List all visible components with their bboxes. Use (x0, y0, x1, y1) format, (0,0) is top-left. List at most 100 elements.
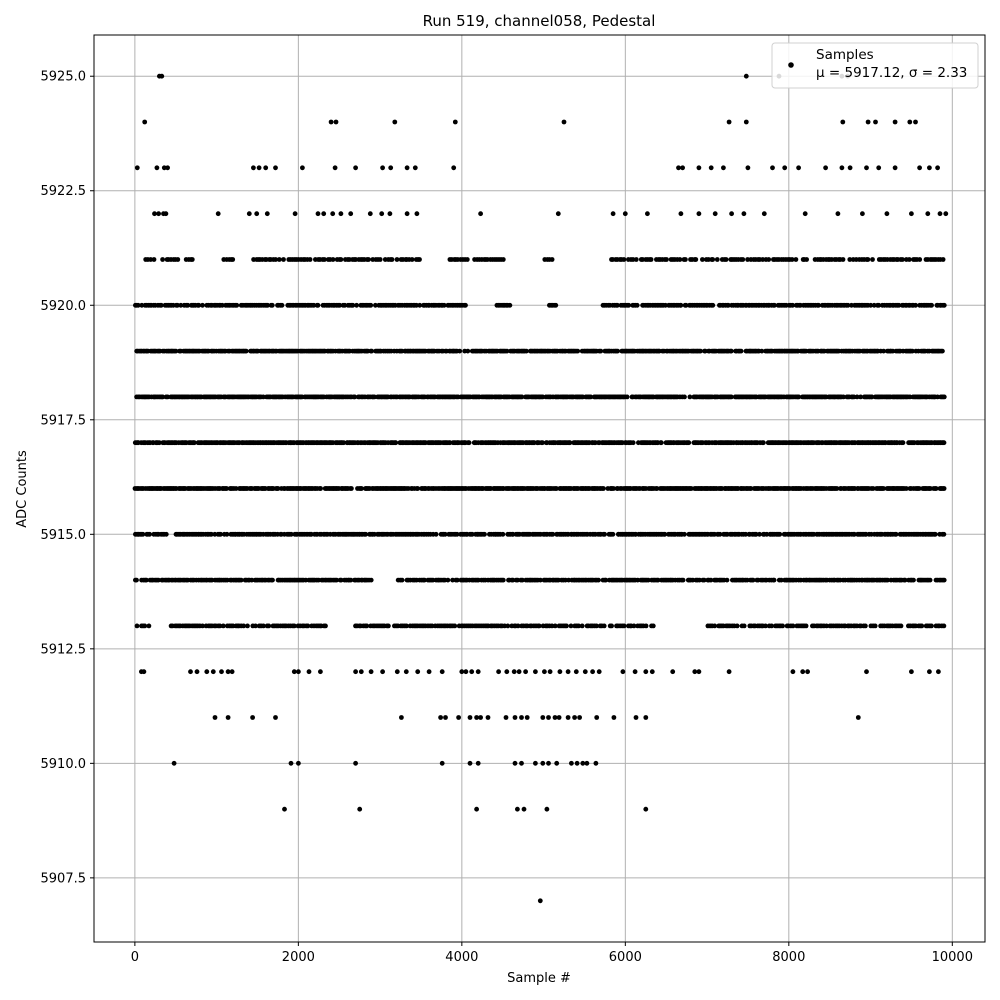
sample-point (160, 394, 166, 400)
sample-point (338, 257, 344, 262)
sample-point (678, 302, 684, 308)
sample-point (282, 806, 287, 812)
sample-point (712, 211, 718, 217)
sample-point (769, 623, 774, 629)
sample-point (568, 623, 574, 629)
sample-point (288, 760, 294, 766)
sample-point (941, 486, 947, 491)
sample-point (194, 669, 200, 675)
sample-point (621, 623, 627, 629)
sample-point (706, 257, 711, 262)
sample-point (318, 486, 323, 491)
sample-point (790, 302, 795, 308)
sample-point (723, 257, 729, 262)
sample-point (511, 669, 517, 675)
sample-point (188, 669, 193, 675)
sample-point (802, 211, 808, 217)
sample-point (504, 669, 510, 675)
sample-point (590, 669, 595, 675)
sample-point (368, 669, 374, 675)
sample-point (485, 715, 491, 720)
sample-point (510, 577, 516, 583)
sample-point (134, 165, 140, 171)
sample-point (919, 623, 925, 629)
sample-point (547, 669, 553, 675)
sample-point (372, 394, 377, 400)
sample-point (451, 165, 457, 171)
sample-point (847, 257, 853, 262)
sample-point (712, 623, 718, 629)
sample-point (218, 531, 224, 537)
sample-point (728, 394, 734, 400)
legend-box (771, 42, 979, 89)
sample-point (884, 211, 890, 217)
sample-point (870, 486, 876, 491)
sample-point (463, 669, 469, 675)
sample-point (540, 760, 546, 766)
sample-point (841, 394, 846, 400)
y-tick-label: 5920.0 (41, 299, 87, 314)
sample-point (676, 165, 681, 171)
sample-point (296, 669, 301, 675)
sample-point (245, 623, 250, 629)
sample-point (273, 715, 278, 720)
sample-point (935, 165, 940, 171)
sample-point (354, 302, 359, 308)
sample-point (229, 669, 235, 675)
sample-point (553, 302, 559, 308)
sample-point (573, 669, 579, 675)
sample-point (260, 394, 266, 400)
sample-point (357, 806, 363, 812)
sample-point (439, 760, 445, 766)
sample-point (142, 623, 148, 629)
sample-point (741, 623, 747, 629)
sample-point (687, 394, 693, 400)
sample-point (902, 577, 908, 583)
sample-point (380, 165, 385, 171)
sample-point (678, 211, 684, 217)
sample-point (273, 165, 278, 171)
sample-point (249, 577, 255, 583)
sample-point (634, 302, 640, 308)
sample-point (200, 623, 205, 629)
sample-point (772, 302, 777, 308)
sample-point (561, 119, 567, 125)
sample-point (643, 806, 649, 812)
sample-point (778, 577, 784, 583)
sample-point (148, 257, 154, 262)
sample-point (721, 165, 726, 171)
sample-point (504, 348, 510, 354)
sample-point (840, 119, 846, 125)
sample-point (863, 623, 868, 629)
sample-point (399, 577, 405, 583)
sample-point (465, 348, 471, 354)
sample-point (140, 531, 146, 537)
sample-point (538, 577, 543, 583)
sample-point (469, 531, 475, 537)
sample-point (603, 577, 609, 583)
sample-point (552, 715, 558, 720)
sample-point (917, 257, 923, 262)
sample-point (269, 302, 275, 308)
sample-point (726, 669, 732, 675)
sample-point (692, 669, 698, 675)
sample-point (412, 165, 418, 171)
sample-point (173, 348, 179, 354)
sample-point (670, 669, 676, 675)
sample-point (521, 806, 527, 812)
sample-point (745, 165, 751, 171)
sample-point (941, 623, 947, 629)
sample-point (266, 623, 272, 629)
sample-point (467, 715, 473, 720)
sample-point (631, 623, 637, 629)
sample-point (696, 165, 702, 171)
sample-point (426, 669, 432, 675)
sample-point (478, 715, 483, 720)
sample-point (892, 165, 898, 171)
sample-point (306, 669, 312, 675)
sample-point (869, 394, 875, 400)
sample-point (766, 257, 772, 262)
y-tick-label: 5922.5 (41, 184, 87, 199)
sample-point (442, 531, 448, 537)
sample-point (475, 760, 481, 766)
